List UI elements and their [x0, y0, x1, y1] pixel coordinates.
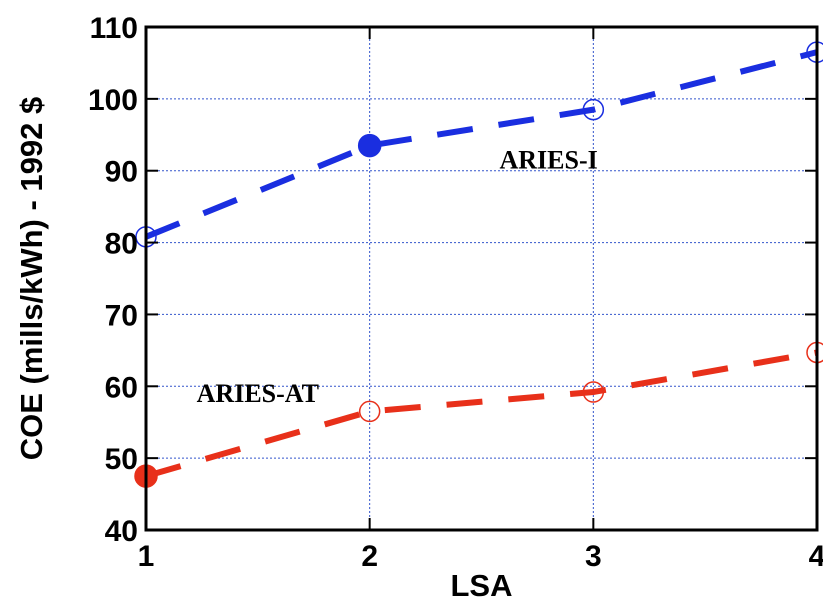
- x-axis-label: LSA: [451, 568, 513, 603]
- x-tick-label: 2: [361, 540, 378, 573]
- y-axis-label: COE (mills/kWh) - 1992 $: [14, 97, 49, 461]
- y-tick-label: 90: [105, 156, 138, 189]
- series-label: ARIES-AT: [197, 379, 319, 408]
- y-tick-label: 60: [105, 371, 138, 404]
- y-tick-label: 70: [105, 299, 138, 332]
- y-tick-label: 50: [105, 443, 138, 476]
- grid-lines: [146, 27, 817, 530]
- plot-frame: [144, 25, 819, 532]
- tick-marks: [145, 26, 818, 531]
- y-tick-label: 110: [90, 12, 138, 45]
- series-layer: ARIES-I ARIES-AT: [134, 41, 823, 488]
- x-tick-label: 3: [585, 540, 602, 573]
- y-tick-label: 40: [105, 515, 138, 548]
- data-point: [582, 381, 605, 403]
- x-tick-label: 4: [809, 540, 823, 573]
- series-line: [144, 49, 818, 240]
- y-tick-label: 100: [88, 84, 138, 117]
- series-label: ARIES-I: [499, 146, 597, 175]
- data-point: [358, 400, 381, 423]
- tick-labels: 1 2 3 4 40 50 60 70 80 90 100 110: [88, 12, 823, 573]
- x-tick-label: 1: [138, 540, 155, 573]
- series-aries-at: ARIES-AT: [134, 341, 823, 488]
- series-aries-i: ARIES-I: [135, 41, 823, 248]
- data-point: [357, 133, 382, 158]
- series-line: [145, 349, 818, 479]
- data-point: [582, 98, 605, 121]
- y-tick-label: 80: [105, 228, 138, 261]
